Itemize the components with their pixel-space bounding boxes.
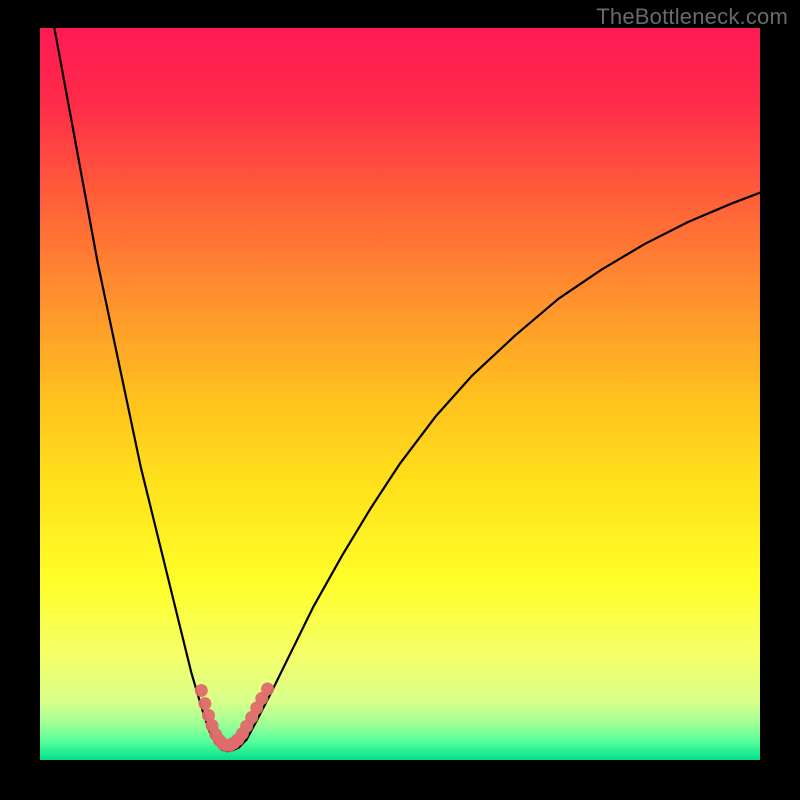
watermark-text: TheBottleneck.com [596, 4, 788, 30]
curve-marker [195, 684, 208, 697]
curve-marker [261, 683, 274, 696]
curve-marker [198, 697, 211, 710]
bottleneck-chart [40, 28, 760, 760]
chart-frame: TheBottleneck.com [0, 0, 800, 800]
chart-background [40, 28, 760, 760]
plot-area [40, 28, 760, 760]
